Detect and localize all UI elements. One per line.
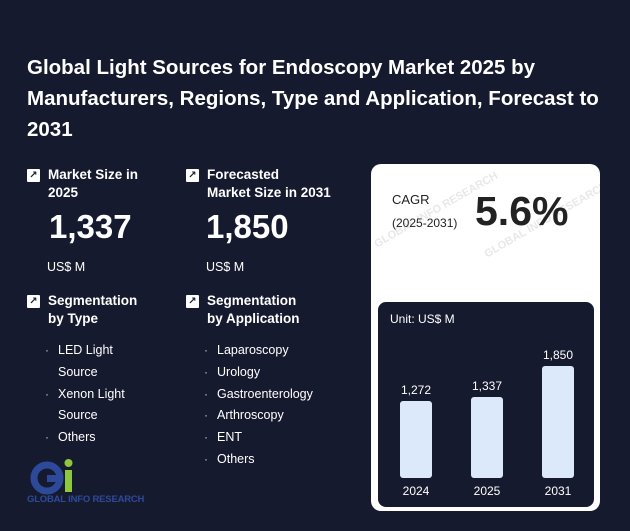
list-item: · Xenon Light Source <box>27 384 148 428</box>
list-item-label: Others <box>217 451 255 466</box>
market-size-label: Market Size in 2025 <box>48 167 139 200</box>
x-tick-label: 2024 <box>403 484 430 498</box>
segmentation-type-label: Segmentation by Type <box>48 293 138 326</box>
list-item-label: Others <box>58 430 96 445</box>
list-item: · Others <box>186 449 307 471</box>
list-item: · Laparoscopy <box>186 340 307 362</box>
cagr-card: GLOBAL INFO RESEARCH GLOBAL INFO RESEARC… <box>371 164 600 511</box>
list-item-label: LED Light Source <box>58 343 113 379</box>
data-label: 1,272 <box>401 383 431 397</box>
page-title: Global Light Sources for Endoscopy Marke… <box>27 56 599 141</box>
chart-unit-label: Unit: US$ M <box>390 312 455 326</box>
bar-chart-svg: 1,272 2024 1,337 2025 1,850 2031 <box>400 348 574 498</box>
bullet-icon: · <box>45 430 49 445</box>
market-size-2025: ↗ Market Size in 2025 1,337 US$ M <box>27 166 138 274</box>
bullet-icon: · <box>45 386 49 401</box>
forecast-value: 1,850 <box>206 208 289 245</box>
segmentation-by-application: ↗ Segmentation by Application · Laparosco… <box>186 292 313 471</box>
market-size-value: 1,337 <box>49 208 132 245</box>
list-item-label: Arthroscopy <box>217 408 284 423</box>
application-list: · Laparoscopy · Urology · Gastroenterology · Ar… <box>186 340 313 471</box>
x-tick-label: 2031 <box>545 484 572 498</box>
bar-2031 <box>542 366 574 478</box>
arrow-up-right-icon: ↗ <box>186 169 199 182</box>
data-label: 1,850 <box>543 348 573 362</box>
list-item: · Arthroscopy <box>186 405 307 427</box>
list-item-label: Gastroenterology <box>217 386 313 401</box>
arrow-up-right-icon: ↗ <box>27 295 40 308</box>
bullet-icon: · <box>204 386 208 401</box>
forecast-unit: US$ M <box>206 260 245 274</box>
bar-2025 <box>471 397 503 478</box>
bullet-icon: · <box>204 364 208 379</box>
list-item-label: Laparoscopy <box>217 343 289 357</box>
logo-mark-icon <box>30 459 73 495</box>
list-item-label: Xenon Light Source <box>58 386 125 423</box>
bullet-icon: · <box>204 430 208 445</box>
segmentation-by-type: ↗ Segmentation by Type · LED Light Source… <box>27 292 148 449</box>
type-list: · LED Light Source · Xenon Light Source · Oth… <box>27 340 148 449</box>
arrow-up-right-icon: ↗ <box>27 169 40 182</box>
list-item: · LED Light Source <box>27 340 148 384</box>
data-label: 1,337 <box>472 379 502 393</box>
list-item: · ENT <box>186 427 307 449</box>
cagr-value: 5.6% <box>475 188 569 234</box>
bullet-icon: · <box>45 343 49 357</box>
list-item: · Urology <box>186 362 307 384</box>
list-item-label: ENT <box>217 430 242 445</box>
forecast-market-size-2031: ↗ Forecasted Market Size in 2031 1,850 U… <box>186 166 331 274</box>
list-item: · Gastroenterology <box>186 384 313 406</box>
forecast-label: Forecasted Market Size in 2031 <box>207 167 331 200</box>
list-item-label: Urology <box>217 364 261 379</box>
bullet-icon: · <box>204 343 208 357</box>
x-tick-label: 2025 <box>474 484 501 498</box>
bar-chart: Unit: US$ M 1,272 2024 1,337 2025 1,850 2031 <box>378 302 594 507</box>
cagr-period: (2025-2031) <box>392 216 458 230</box>
market-size-unit: US$ M <box>47 260 86 274</box>
bar-2024 <box>400 400 432 478</box>
logo-text: GLOBAL INFO RESEARCH <box>27 494 145 505</box>
arrow-up-right-icon: ↗ <box>186 295 199 308</box>
bullet-icon: · <box>204 451 208 466</box>
segmentation-application-label: Segmentation by Application <box>207 293 300 326</box>
list-item: · Others <box>27 427 148 449</box>
cagr-label: CAGR <box>392 192 430 207</box>
bullet-icon: · <box>204 408 208 423</box>
logo: GLOBAL INFO RESEARCH <box>27 458 157 508</box>
